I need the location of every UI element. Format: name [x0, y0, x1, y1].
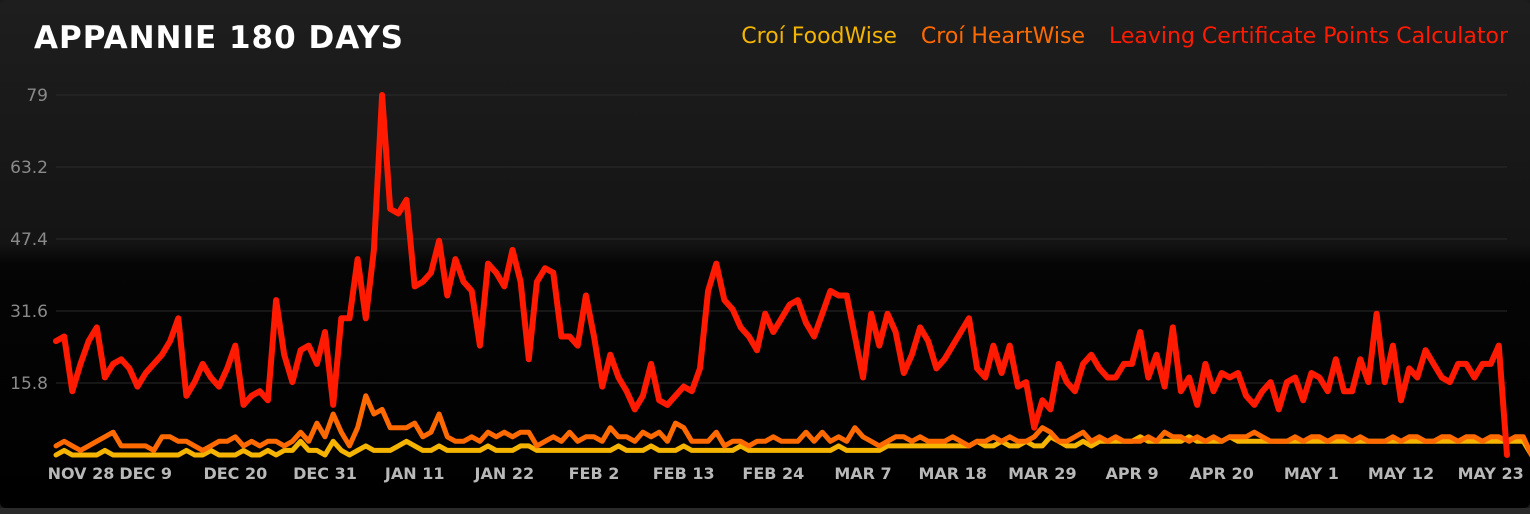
y-axis-ticks: 15.8 31.6 47.4 63.2 79 [10, 86, 48, 394]
legend-heartwise[interactable]: Croí HeartWise [920, 24, 1085, 49]
x-tick-label: DEC 20 [203, 464, 267, 483]
x-tick-label: MAY 12 [1368, 464, 1434, 483]
x-tick-label: APR 9 [1105, 464, 1158, 483]
y-tick-label: 47.4 [10, 230, 48, 250]
chart-title: APPANNIE 180 DAYS [34, 20, 405, 56]
x-tick-label: MAY 1 [1284, 464, 1339, 483]
grid-lines [56, 94, 1507, 384]
y-tick-label: 31.6 [10, 302, 48, 322]
x-tick-label: FEB 2 [569, 464, 620, 483]
x-tick-label: MAR 7 [834, 464, 891, 483]
y-tick-label: 15.8 [10, 374, 48, 394]
x-tick-label: APR 20 [1190, 464, 1254, 483]
x-axis-ticks: NOV 28 DEC 9 DEC 20 DEC 31 JAN 11 JAN 22 FEB 2… [48, 464, 1524, 483]
x-tick-label: DEC 31 [293, 464, 357, 483]
y-tick-label: 63.2 [10, 158, 48, 178]
x-tick-label: FEB 24 [742, 464, 804, 483]
x-tick-label: MAY 23 [1458, 464, 1524, 483]
x-tick-label: MAR 29 [1008, 464, 1076, 483]
y-tick-label: 79 [26, 86, 48, 106]
series-lines [53, 92, 1530, 458]
series-line-heartwise [53, 393, 1530, 457]
bottom-bar [0, 508, 1530, 514]
x-tick-label: FEB 13 [653, 464, 715, 483]
x-tick-label: JAN 11 [384, 464, 445, 483]
legend-leaving-certificate[interactable]: Leaving Certificate Points Calculator [1109, 24, 1508, 49]
chart-legend: Croí FoodWise Croí HeartWise Leaving Cer… [741, 24, 1508, 49]
x-tick-label: JAN 22 [474, 464, 535, 483]
x-tick-label: MAR 18 [918, 464, 986, 483]
legend-foodwise[interactable]: Croí FoodWise [741, 24, 897, 49]
x-tick-label: DEC 9 [119, 464, 172, 483]
series-line-leaving-certificate [53, 92, 1510, 458]
x-tick-label: NOV 28 [48, 464, 115, 483]
